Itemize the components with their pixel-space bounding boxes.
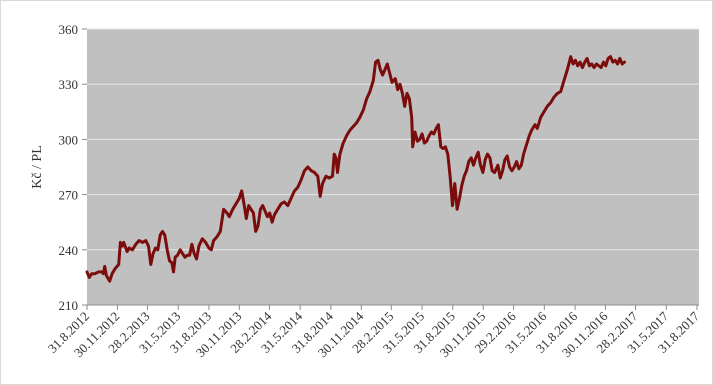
y-axis-tick-labels: 210 240 270 300 330 360 — [59, 22, 79, 313]
series-line — [85, 55, 626, 283]
y-tick-label: 240 — [59, 243, 79, 258]
y-tick-label: 270 — [59, 188, 79, 203]
y-tick-label: 300 — [59, 132, 79, 147]
gridlines — [87, 28, 699, 306]
x-axis-ticks — [86, 305, 698, 310]
plot-area — [87, 29, 699, 305]
x-axis-tick-labels: 31.8.201230.11.201228.2.201331.5.201331.… — [45, 308, 703, 360]
y-tick-label: 330 — [59, 77, 79, 92]
y-axis-ticks — [82, 28, 87, 306]
y-tick-label: 360 — [59, 22, 79, 37]
y-axis-title: Kč / PL — [30, 145, 45, 189]
y-tick-label: 210 — [59, 298, 79, 313]
